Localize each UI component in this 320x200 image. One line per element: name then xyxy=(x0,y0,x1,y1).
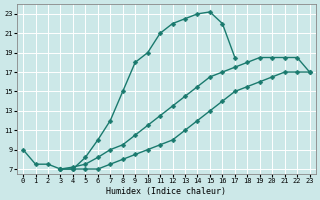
X-axis label: Humidex (Indice chaleur): Humidex (Indice chaleur) xyxy=(106,187,226,196)
